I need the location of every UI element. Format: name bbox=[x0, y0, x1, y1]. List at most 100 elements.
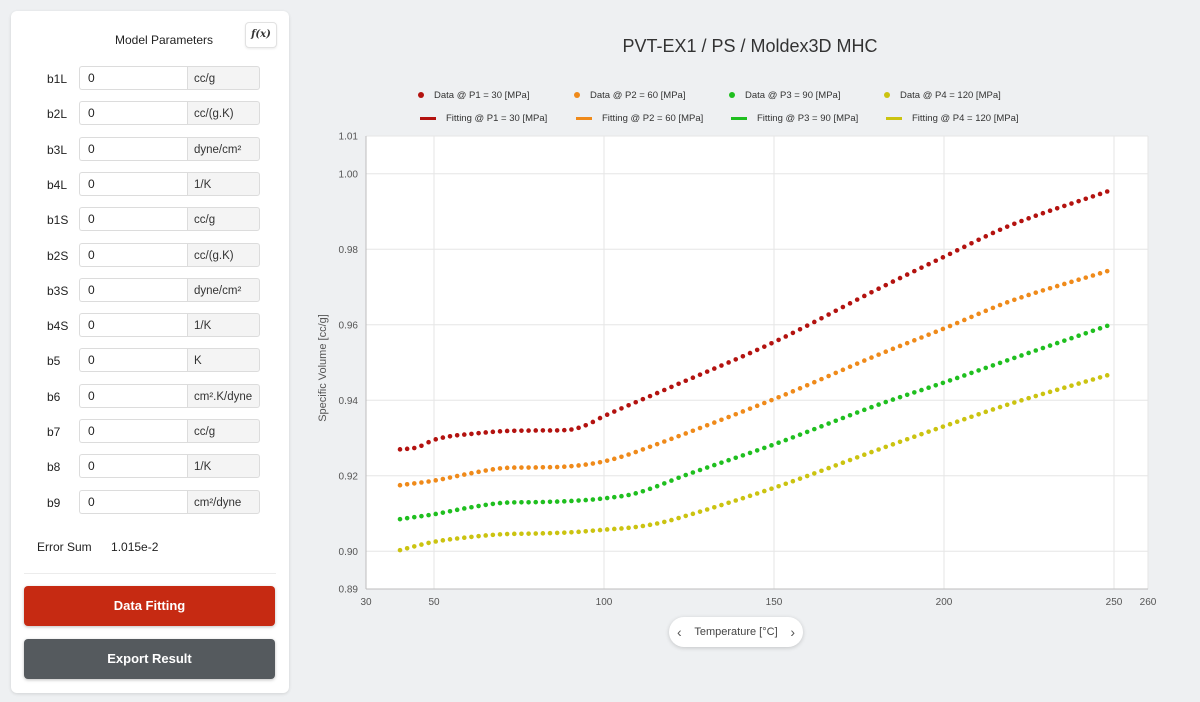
export-result-button[interactable]: Export Result bbox=[24, 639, 275, 679]
param-input-b2l[interactable] bbox=[79, 101, 187, 126]
data-point-series-2 bbox=[962, 317, 967, 323]
data-point-series-1 bbox=[947, 251, 953, 257]
data-point-series-2 bbox=[469, 470, 474, 476]
data-point-series-4 bbox=[997, 404, 1003, 410]
data-point-series-4 bbox=[497, 532, 503, 537]
data-point-series-4 bbox=[983, 409, 989, 415]
y-tick-label: 0.92 bbox=[339, 471, 359, 482]
param-input-b1s[interactable] bbox=[79, 207, 187, 232]
param-row-b7: b7 cc/g bbox=[11, 419, 289, 445]
param-input-b1l[interactable] bbox=[79, 66, 187, 90]
data-point-series-2 bbox=[976, 311, 981, 317]
data-point-series-2 bbox=[890, 346, 896, 352]
error-sum-value: 1.015e-2 bbox=[111, 540, 159, 554]
data-point-series-3 bbox=[997, 360, 1003, 366]
data-point-series-3 bbox=[547, 499, 553, 505]
param-input-b7[interactable] bbox=[79, 419, 187, 443]
data-point-series-2 bbox=[954, 320, 960, 326]
data-point-series-3 bbox=[1083, 330, 1089, 336]
param-input-b4s[interactable] bbox=[79, 313, 187, 338]
data-point-series-4 bbox=[754, 491, 760, 496]
data-point-series-2 bbox=[1033, 290, 1039, 295]
data-point-series-2 bbox=[712, 420, 717, 425]
data-point-series-2 bbox=[1083, 275, 1089, 280]
legend-fit-1[interactable]: Fitting @ P1 = 30 [MPa] bbox=[420, 113, 547, 124]
data-point-series-3 bbox=[733, 455, 739, 461]
y-tick-label: 0.94 bbox=[339, 396, 359, 407]
legend-fit-3[interactable]: Fitting @ P3 = 90 [MPa] bbox=[731, 113, 858, 124]
data-point-series-3 bbox=[461, 506, 467, 511]
data-point-series-3 bbox=[854, 410, 860, 415]
data-point-series-4 bbox=[904, 436, 910, 442]
data-point-series-4 bbox=[990, 407, 996, 412]
data-point-series-1 bbox=[783, 334, 789, 339]
data-point-series-4 bbox=[519, 531, 524, 537]
data-point-series-2 bbox=[404, 481, 410, 487]
data-point-series-1 bbox=[669, 384, 674, 390]
data-point-series-3 bbox=[619, 493, 624, 499]
data-point-series-4 bbox=[926, 429, 931, 434]
data-point-series-3 bbox=[862, 407, 867, 413]
data-point-series-3 bbox=[769, 443, 774, 448]
data-point-series-2 bbox=[740, 409, 746, 414]
chevron-left-icon[interactable]: ‹ bbox=[677, 624, 682, 640]
data-point-series-2 bbox=[626, 452, 631, 457]
data-point-series-4 bbox=[819, 468, 824, 474]
data-point-series-4 bbox=[812, 471, 817, 476]
param-input-b2s[interactable] bbox=[79, 242, 187, 267]
data-fitting-button[interactable]: Data Fitting bbox=[24, 586, 275, 626]
function-button[interactable]: f(x) bbox=[245, 22, 277, 48]
data-point-series-3 bbox=[469, 504, 474, 510]
data-point-series-3 bbox=[904, 392, 910, 398]
data-point-series-2 bbox=[704, 423, 710, 428]
param-unit: dyne/cm² bbox=[187, 136, 260, 161]
data-point-series-3 bbox=[604, 495, 610, 501]
data-point-series-2 bbox=[947, 323, 953, 329]
data-point-series-1 bbox=[1097, 191, 1103, 197]
data-point-series-3 bbox=[869, 404, 874, 410]
data-point-series-1 bbox=[719, 363, 724, 368]
legend-data-3[interactable]: Data @ P3 = 90 [MPa] bbox=[729, 90, 840, 101]
data-point-series-3 bbox=[419, 513, 424, 519]
data-point-series-2 bbox=[490, 467, 496, 472]
data-point-series-3 bbox=[1104, 323, 1110, 329]
legend-data-2[interactable]: Data @ P2 = 60 [MPa] bbox=[574, 90, 685, 101]
legend-fit-2[interactable]: Fitting @ P2 = 60 [MPa] bbox=[576, 113, 703, 124]
data-point-series-2 bbox=[969, 314, 974, 320]
x-axis-selector[interactable]: ‹ Temperature [°C] › bbox=[669, 617, 803, 647]
legend-data-4[interactable]: Data @ P4 = 120 [MPa] bbox=[884, 90, 1001, 101]
data-point-series-1 bbox=[633, 399, 639, 405]
data-point-series-3 bbox=[947, 378, 953, 383]
param-input-b5[interactable] bbox=[79, 348, 187, 373]
param-input-b9[interactable] bbox=[79, 489, 187, 514]
param-input-b6[interactable] bbox=[79, 383, 187, 408]
param-input-b3l[interactable] bbox=[79, 136, 187, 161]
data-point-series-3 bbox=[712, 462, 717, 468]
data-point-series-2 bbox=[754, 403, 760, 409]
data-point-series-4 bbox=[1033, 393, 1039, 399]
data-point-series-2 bbox=[690, 428, 696, 434]
data-point-series-2 bbox=[669, 436, 674, 442]
param-input-b4l[interactable] bbox=[79, 171, 187, 196]
data-point-series-4 bbox=[719, 502, 724, 508]
data-point-series-2 bbox=[997, 302, 1003, 308]
data-point-series-1 bbox=[519, 428, 524, 433]
legend-fit-4[interactable]: Fitting @ P4 = 120 [MPa] bbox=[886, 113, 1019, 124]
panel-title: Model Parameters bbox=[114, 33, 214, 47]
data-point-series-4 bbox=[826, 465, 831, 471]
data-point-series-3 bbox=[1076, 333, 1081, 339]
param-row-b9: b9 cm²/dyne bbox=[11, 489, 289, 516]
param-input-b3s[interactable] bbox=[79, 277, 187, 302]
param-input-b8[interactable] bbox=[79, 454, 187, 479]
data-point-series-4 bbox=[683, 513, 689, 519]
legend-data-1[interactable]: Data @ P1 = 30 [MPa] bbox=[418, 90, 529, 101]
data-point-series-4 bbox=[633, 524, 639, 530]
data-point-series-1 bbox=[1083, 196, 1089, 202]
data-point-series-1 bbox=[504, 428, 510, 434]
data-point-series-1 bbox=[461, 432, 467, 437]
data-point-series-4 bbox=[804, 473, 810, 479]
data-point-series-4 bbox=[1062, 385, 1067, 391]
chevron-right-icon[interactable]: › bbox=[790, 624, 795, 640]
data-point-series-1 bbox=[476, 430, 481, 436]
x-tick-label: 50 bbox=[428, 597, 440, 608]
